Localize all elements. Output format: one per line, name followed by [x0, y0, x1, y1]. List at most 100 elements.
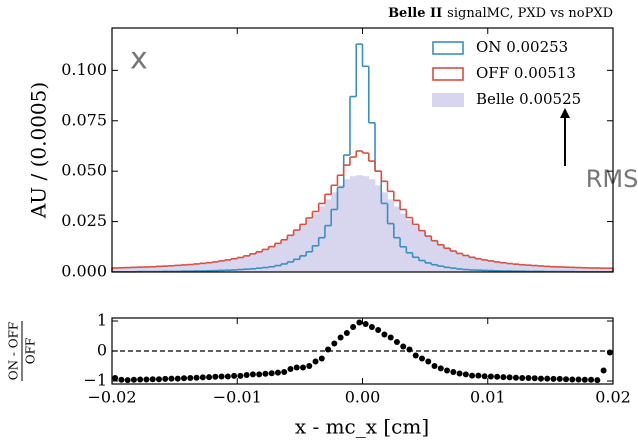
ratio-point — [444, 367, 451, 374]
hist-bar — [594, 268, 601, 272]
ratio-point — [563, 376, 570, 383]
ratio-point — [237, 372, 244, 379]
hist-bar — [193, 264, 200, 272]
hist-bar — [418, 231, 426, 272]
ratio-point — [118, 376, 125, 383]
ratio-point — [306, 363, 313, 369]
hist-bar — [162, 266, 169, 272]
ratio-point — [331, 340, 338, 347]
hist-bar — [331, 192, 338, 272]
hist-bar — [519, 264, 526, 272]
hist-bar — [318, 206, 326, 272]
hist-bar — [512, 264, 520, 272]
chart-header: Belle II signalMC, PXD vs noPXD — [388, 6, 613, 21]
hist-bar — [550, 266, 557, 272]
hist-bar — [500, 262, 507, 272]
hist-bar — [274, 243, 282, 272]
ratio-point — [594, 377, 601, 384]
ratio-point — [212, 373, 219, 380]
ratio-point — [494, 373, 501, 380]
ratio-point — [544, 375, 551, 382]
ratio-point — [606, 349, 613, 356]
y-tick-label: 0 — [97, 341, 107, 360]
ratio-point — [274, 369, 281, 376]
axes-frame — [111, 317, 614, 385]
hist-bar — [205, 263, 213, 272]
ratio-point — [187, 375, 194, 381]
ratio-point — [181, 375, 188, 382]
ratio-point — [500, 374, 507, 381]
ratio-point — [130, 376, 137, 383]
ratio-point — [588, 376, 595, 383]
ratio-point — [312, 358, 319, 365]
hist-bar — [537, 266, 545, 272]
hist-bar — [506, 263, 514, 272]
ratio-point — [431, 363, 438, 369]
legend-label: ON 0.00253 — [476, 38, 568, 56]
hist-bar — [149, 267, 157, 272]
ratio-point — [199, 374, 206, 381]
legend-swatch — [432, 41, 464, 55]
hist-bar — [562, 267, 570, 272]
ratio-point — [325, 346, 332, 353]
hist-bar — [569, 267, 576, 272]
hist-bar — [581, 267, 589, 272]
annotation: x — [130, 42, 148, 77]
hist-bar — [556, 267, 564, 272]
y-tick-label: 0.050 — [61, 161, 107, 180]
hist-bar — [437, 244, 445, 272]
ratio-point — [174, 375, 181, 382]
legend-label: Belle 0.00525 — [476, 90, 581, 108]
hist-bar — [431, 241, 438, 272]
hist-bar — [406, 219, 413, 272]
hist-bar — [475, 258, 482, 272]
ratio-label: ON - OFF OFF — [7, 321, 38, 381]
hist-bar — [412, 226, 420, 272]
hist-bar — [212, 262, 219, 272]
ratio-point — [281, 369, 288, 375]
ratio-point — [356, 319, 363, 326]
ratio-point — [300, 364, 307, 371]
hist-bar — [450, 251, 457, 272]
hist-bar — [600, 268, 608, 272]
ratio-point — [481, 373, 488, 380]
hist-bar — [112, 268, 119, 272]
ratio-point — [381, 331, 388, 338]
hist-bar — [456, 253, 463, 272]
ratio-point — [218, 373, 225, 380]
ratio-point — [206, 374, 213, 381]
ratio-point — [412, 352, 419, 359]
hist-bar — [544, 266, 551, 272]
hist-bar — [481, 260, 489, 272]
ratio-point — [318, 355, 325, 362]
ratio-point — [569, 376, 576, 383]
hist-bar — [375, 185, 382, 272]
ratio-point — [450, 369, 457, 375]
ratio-point — [293, 364, 300, 371]
hist-bar — [249, 254, 257, 272]
ratio-point — [487, 373, 494, 380]
legend-swatch — [432, 67, 464, 81]
hist-bar — [168, 266, 175, 272]
ratio-point — [393, 339, 400, 345]
ratio-point — [149, 376, 156, 383]
hist-bar — [531, 265, 539, 272]
hist-bar — [118, 268, 125, 272]
ratio-point — [224, 373, 231, 380]
hist-bar — [180, 265, 188, 272]
hist-bar — [287, 235, 294, 272]
ratio-point — [112, 375, 119, 381]
hist-bar — [575, 267, 582, 272]
ratio-point — [418, 355, 425, 362]
hist-bar — [362, 176, 370, 272]
hist-bar — [137, 267, 144, 272]
ratio-point — [231, 372, 238, 379]
annotation: RMS — [586, 165, 638, 193]
hist-bar — [349, 176, 357, 272]
experiment: Belle II — [388, 6, 442, 21]
hist-bar — [425, 236, 432, 272]
hist-bar — [381, 192, 388, 272]
ratio-point — [350, 324, 357, 330]
hist-bar — [368, 179, 376, 272]
ratio-point — [519, 375, 526, 381]
